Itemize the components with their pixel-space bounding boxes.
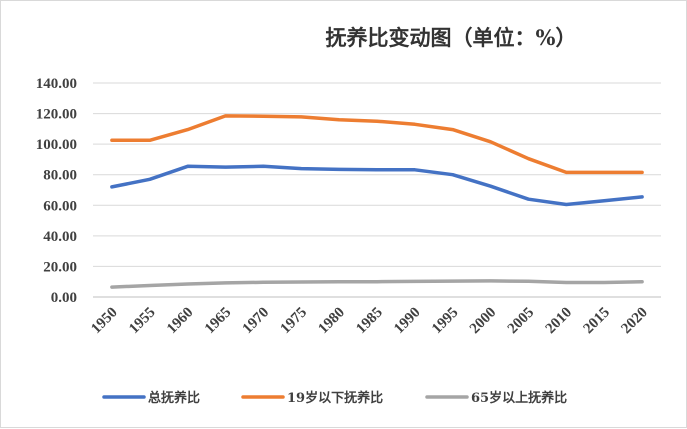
series-line-3	[110, 279, 644, 289]
x-tick-label: 2015	[581, 305, 614, 338]
x-tick-label: 1975	[278, 305, 311, 338]
grid	[93, 82, 661, 298]
x-axis: 1950 1955 1960 1965 1970 1975 1980 1985 1990 1995…	[88, 305, 651, 338]
x-tick-label: 1995	[429, 305, 462, 338]
x-tick-label: 1955	[126, 305, 159, 338]
y-tick-label: 120.00	[36, 107, 77, 123]
plot-series	[110, 114, 644, 289]
x-tick-label: 2010	[543, 305, 576, 338]
x-tick-label: 1950	[88, 305, 121, 338]
x-tick-label: 1960	[164, 305, 197, 338]
y-tick-label: 140.00	[36, 76, 77, 92]
x-tick-label: 2005	[505, 305, 538, 338]
x-tick-label: 2000	[467, 305, 500, 338]
y-tick-label: 80.00	[43, 168, 77, 184]
x-tick-label: 2020	[618, 305, 651, 338]
y-tick-label: 100.00	[36, 137, 77, 153]
x-tick-label: 1985	[353, 305, 386, 338]
legend: 总抚养比 19岁以下抚养比 65岁以上抚养比	[102, 390, 567, 406]
y-tick-label: 40.00	[43, 229, 77, 245]
x-tick-label: 1980	[315, 305, 348, 338]
chart-title: 抚养比变动图（单位：%）	[326, 25, 577, 50]
legend-label: 19岁以下抚养比	[287, 390, 383, 406]
y-axis: 0.00 20.00 40.00 60.00 80.00 100.00 120.00 140.…	[36, 76, 77, 306]
series-line-1	[110, 164, 644, 207]
x-tick-label: 1970	[240, 305, 273, 338]
x-tick-label: 1990	[391, 305, 424, 338]
series-line-2	[110, 114, 644, 175]
legend-label: 总抚养比	[148, 390, 200, 406]
legend-label: 65岁以上抚养比	[471, 390, 567, 406]
x-tick-label: 1965	[202, 305, 235, 338]
y-tick-label: 60.00	[43, 198, 77, 214]
y-tick-label: 20.00	[43, 259, 77, 275]
y-tick-label: 0.00	[51, 290, 77, 306]
